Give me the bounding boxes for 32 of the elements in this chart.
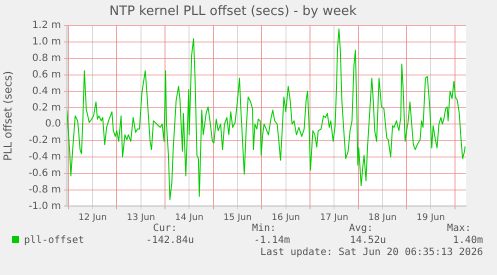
x-tick-label: 19 Jun bbox=[416, 212, 445, 223]
x-tick-label: 15 Jun bbox=[223, 212, 252, 223]
x-tick-label: 18 Jun bbox=[368, 212, 397, 223]
x-tick-label: 14 Jun bbox=[175, 212, 204, 223]
y-tick-label: 0.8 m bbox=[32, 53, 61, 64]
text: Avg: bbox=[349, 223, 374, 234]
x-tick-label: 17 Jun bbox=[320, 212, 348, 223]
y-tick-label: -0.8 m bbox=[28, 184, 61, 196]
y-tick-label: 0.4 m bbox=[32, 86, 61, 97]
text: 14.52u bbox=[350, 235, 386, 246]
y-tick-label: 0.6 m bbox=[32, 69, 61, 80]
x-tick-label: 12 Jun bbox=[78, 212, 107, 223]
y-tick-label: -1.0 m bbox=[28, 200, 61, 212]
y-tick-label: 1.0 m bbox=[32, 36, 61, 48]
y-tick-label: 0.0 bbox=[45, 118, 61, 130]
text: -142.84u bbox=[146, 235, 194, 246]
text: 1.40m bbox=[452, 235, 483, 246]
legend-label: pll-offset bbox=[23, 235, 84, 246]
y-tick-label: -0.2 m bbox=[28, 135, 61, 146]
text: Last update: Sat Jun 20 06:35:13 2026 bbox=[260, 247, 483, 258]
chart-title: NTP kernel PLL offset (secs) - by week bbox=[109, 4, 358, 20]
y-tick-label: -0.4 m bbox=[28, 152, 61, 163]
y-tick-label: -0.6 m bbox=[28, 168, 61, 179]
x-tick-label: 16 Jun bbox=[272, 212, 300, 223]
y-axis-title: PLL offset (secs) bbox=[1, 70, 14, 161]
text: Max: bbox=[447, 223, 472, 234]
y-tick-label: 0.2 m bbox=[32, 102, 61, 114]
text: Min: bbox=[252, 223, 276, 234]
text: -1.14m bbox=[254, 235, 290, 246]
y-tick-label: 1.2 m bbox=[32, 20, 61, 32]
text: Cur: bbox=[153, 223, 178, 234]
x-tick-label: 13 Jun bbox=[126, 212, 156, 223]
